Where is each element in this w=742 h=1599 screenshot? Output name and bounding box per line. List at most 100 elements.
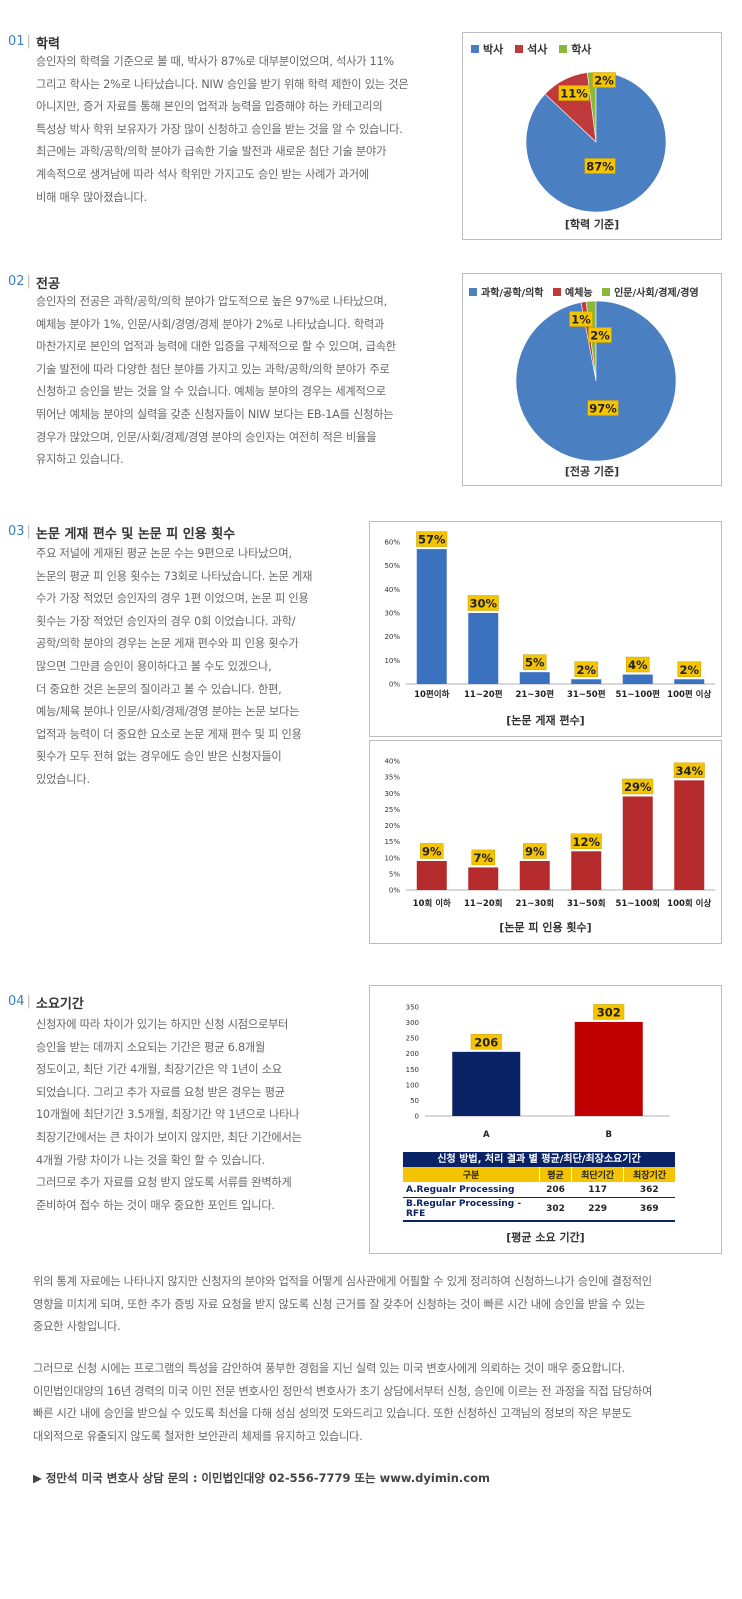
body-line: 뛰어난 예체능 분야의 실력을 갖춘 신청자들이 NIW 보다는 EB-1A를 … bbox=[36, 407, 394, 421]
y-tick-label: 30% bbox=[384, 790, 400, 798]
data-label: 7% bbox=[473, 851, 493, 865]
data-label: 29% bbox=[624, 780, 652, 794]
data-label-bg bbox=[584, 158, 616, 174]
section-number: 04 | bbox=[8, 994, 31, 1009]
data-label: 34% bbox=[675, 764, 703, 778]
body-line: 특성상 박사 학위 보유자가 가장 많이 신청하고 승인을 받는 것을 알 수 … bbox=[36, 122, 403, 136]
bar bbox=[571, 679, 602, 684]
y-tick-label: 150 bbox=[406, 1066, 419, 1074]
data-label: 5% bbox=[525, 656, 545, 670]
data-label-bg bbox=[626, 656, 650, 673]
table-cell: 206 bbox=[546, 1184, 565, 1195]
duration-table: 신청 방법, 처리 결과 별 평균/최단/최장소요기간 구분 평균 최단기간 최… bbox=[403, 1152, 675, 1222]
table-header-row: 구분 평균 최단기간 최장기간 bbox=[403, 1167, 675, 1182]
bar bbox=[622, 674, 653, 684]
body-line: 유지하고 있습니다. bbox=[36, 453, 124, 467]
y-tick-label: 10% bbox=[384, 854, 400, 862]
chart-caption: [논문 게재 편수] bbox=[506, 714, 585, 727]
body-line: 업적과 능력이 더 중요한 요소로 논문 게재 편수 및 피 인용 bbox=[36, 727, 302, 741]
y-tick-label: 15% bbox=[384, 838, 400, 846]
body-line: 그러므로 추가 자료를 요청 받지 않도록 서류를 완벽하게 bbox=[36, 1176, 292, 1190]
section-body: 신청자에 따라 차이가 있기는 하지만 신청 시점으로부터 승인을 받는 데까지… bbox=[36, 1014, 302, 1217]
x-category-label: 11~20편 bbox=[464, 689, 503, 700]
body-line: 예능/체육 분야나 인문/사회/경제/경영 분야는 논문 보다는 bbox=[36, 705, 300, 719]
body-line: 4개월 가량 차이가 나는 것을 확인 할 수 있습니다. bbox=[36, 1153, 265, 1167]
data-label: 2% bbox=[594, 74, 614, 88]
bar bbox=[468, 867, 499, 890]
y-tick-label: 350 bbox=[406, 1004, 419, 1012]
table-cell: 229 bbox=[588, 1204, 608, 1214]
data-label: 302 bbox=[597, 1005, 621, 1019]
section-number: 03 | bbox=[8, 524, 31, 539]
section-title: 논문 게재 편수 및 논문 피 인용 횟수 bbox=[36, 527, 236, 542]
body-line: 예체능 분야가 1%, 인문/사회/경영/경제 분야가 2%로 나타났습니다. … bbox=[36, 317, 385, 331]
bar bbox=[519, 860, 550, 890]
body-line: 중요한 사항입니다. bbox=[33, 1320, 121, 1334]
section-body: 승인자의 학력을 기준으로 볼 때, 박사가 87%로 대부분이었으며, 석사가… bbox=[36, 51, 409, 209]
body-line: 그리고 학사는 2%로 나타났습니다. NIW 승인을 받기 위해 학력 제한이… bbox=[36, 77, 409, 91]
y-tick-label: 40% bbox=[384, 586, 400, 594]
body-line: 수가 가장 적었던 승인자의 경우 1편 이었으며, 논문 피 인용 bbox=[36, 592, 309, 606]
y-tick-label: 200 bbox=[406, 1050, 419, 1058]
table-cell: 302 bbox=[546, 1204, 565, 1214]
data-label-bg bbox=[622, 778, 654, 795]
data-label-bg bbox=[587, 400, 619, 416]
y-tick-label: 5% bbox=[389, 870, 400, 878]
y-tick-label: 0 bbox=[415, 1113, 419, 1121]
data-label-bg bbox=[470, 1034, 502, 1050]
data-label: 97% bbox=[589, 402, 617, 416]
data-label: 87% bbox=[586, 160, 614, 174]
section-body: 주요 저널에 게재된 평균 논문 수는 9편으로 나타났으며, 논문의 평균 피… bbox=[36, 543, 312, 792]
data-label: 206 bbox=[474, 1035, 498, 1049]
x-category-label: 100회 이상 bbox=[667, 898, 711, 909]
y-tick-label: 40% bbox=[384, 758, 400, 766]
recommendation-paragraph: 그러므로 신청 시에는 프로그램의 특성을 감안하여 풍부한 경험을 지닌 실력… bbox=[33, 1358, 652, 1448]
bar bbox=[574, 1021, 643, 1116]
data-label: 57% bbox=[418, 533, 446, 547]
y-tick-label: 250 bbox=[406, 1035, 419, 1043]
table-cell: 362 bbox=[639, 1184, 659, 1195]
citations-chart-box: 0% 5% 10% 15% 20% 25% 30% 35% 40% 9% 10회 이하 7% 11~20… bbox=[369, 740, 722, 944]
body-line: 되었습니다. 그리고 추가 자료를 요청 받은 경우는 평균 bbox=[36, 1085, 285, 1099]
x-category-label: 31~50회 bbox=[567, 898, 606, 909]
papers-chart-box: 0% 10% 20% 30% 40% 50% 60% 57% 10편이하 30% 11~20편 5% 2… bbox=[369, 521, 722, 737]
y-tick-label: 0% bbox=[389, 681, 400, 689]
section-number: 01 | bbox=[8, 34, 31, 49]
body-line: 최장기간에서는 큰 차이가 보이지 않지만, 최단 기간에서는 bbox=[36, 1130, 302, 1144]
y-tick-label: 35% bbox=[384, 774, 400, 782]
education-chart-box: 박사 석사 학사 87% 11% 2% [학력 기준] bbox=[462, 32, 722, 240]
table-header: 구분 bbox=[462, 1171, 480, 1181]
contact-info: ▶ 정만석 미국 변호사 상담 문의 : 이민법인대양 02-556-7779 … bbox=[33, 1471, 490, 1485]
body-line: 10개월에 최단기간 3.5개월, 최장기간 약 1년으로 나타나 bbox=[36, 1108, 300, 1122]
chart-caption: [평균 소요 기간] bbox=[506, 1231, 585, 1244]
bar bbox=[468, 613, 499, 684]
bar bbox=[452, 1051, 521, 1116]
body-line: 승인자의 전공은 과학/공학/의학 분야가 압도적으로 높은 97%로 나타났으… bbox=[36, 295, 387, 308]
data-label-bg bbox=[592, 72, 616, 88]
y-tick-label: 10% bbox=[384, 657, 400, 665]
data-label: 12% bbox=[572, 835, 600, 849]
major-chart-box: 과학/공학/의학 예체능 인문/사회/경제/경영 97% 1% 2% [전공 기준] bbox=[462, 273, 722, 486]
body-line: 승인을 받는 데까지 소요되는 기간은 평균 6.8개월 bbox=[36, 1040, 266, 1054]
data-label: 30% bbox=[469, 597, 497, 611]
data-label: 2% bbox=[576, 663, 596, 677]
y-tick-label: 50% bbox=[384, 562, 400, 570]
body-line: 신청하고 승인을 받는 것을 알 수 있습니다. 예체능 분야의 경우는 세계적… bbox=[36, 385, 386, 399]
data-label-bg bbox=[523, 843, 547, 859]
major-pie-chart: 97% 1% 2% bbox=[515, 300, 677, 462]
bar bbox=[674, 780, 705, 890]
y-tick-label: 25% bbox=[384, 806, 400, 814]
data-label-bg bbox=[588, 327, 612, 343]
data-label-bg bbox=[467, 595, 499, 611]
body-line: 기술 발전에 따라 다양한 첨단 분야를 가지고 있는 과학/공학/의학 분야가… bbox=[36, 362, 390, 376]
section-title: 전공 bbox=[36, 277, 60, 292]
citations-bar-chart: 0% 5% 10% 15% 20% 25% 30% 35% 40% 9% 10회 이하 7% 11~20… bbox=[384, 758, 715, 909]
body-line: 영향을 미치게 되며, 또한 추가 증빙 자료 요청을 받지 않도록 신청 근거… bbox=[33, 1297, 646, 1311]
body-line: 마찬가지로 본인의 업적과 능력에 대한 입증을 구체적으로 할 수 있으며, … bbox=[36, 340, 396, 354]
section-body: 승인자의 전공은 과학/공학/의학 분야가 압도적으로 높은 97%로 나타났으… bbox=[36, 291, 396, 472]
bar bbox=[519, 672, 550, 684]
section-number: 02 | bbox=[8, 274, 31, 289]
bar bbox=[674, 679, 705, 684]
data-label-bg bbox=[574, 661, 598, 678]
summary-paragraph: 위의 통계 자료에는 나타나지 않지만 신청자의 분야와 업적을 어떻게 심사관… bbox=[33, 1271, 652, 1339]
